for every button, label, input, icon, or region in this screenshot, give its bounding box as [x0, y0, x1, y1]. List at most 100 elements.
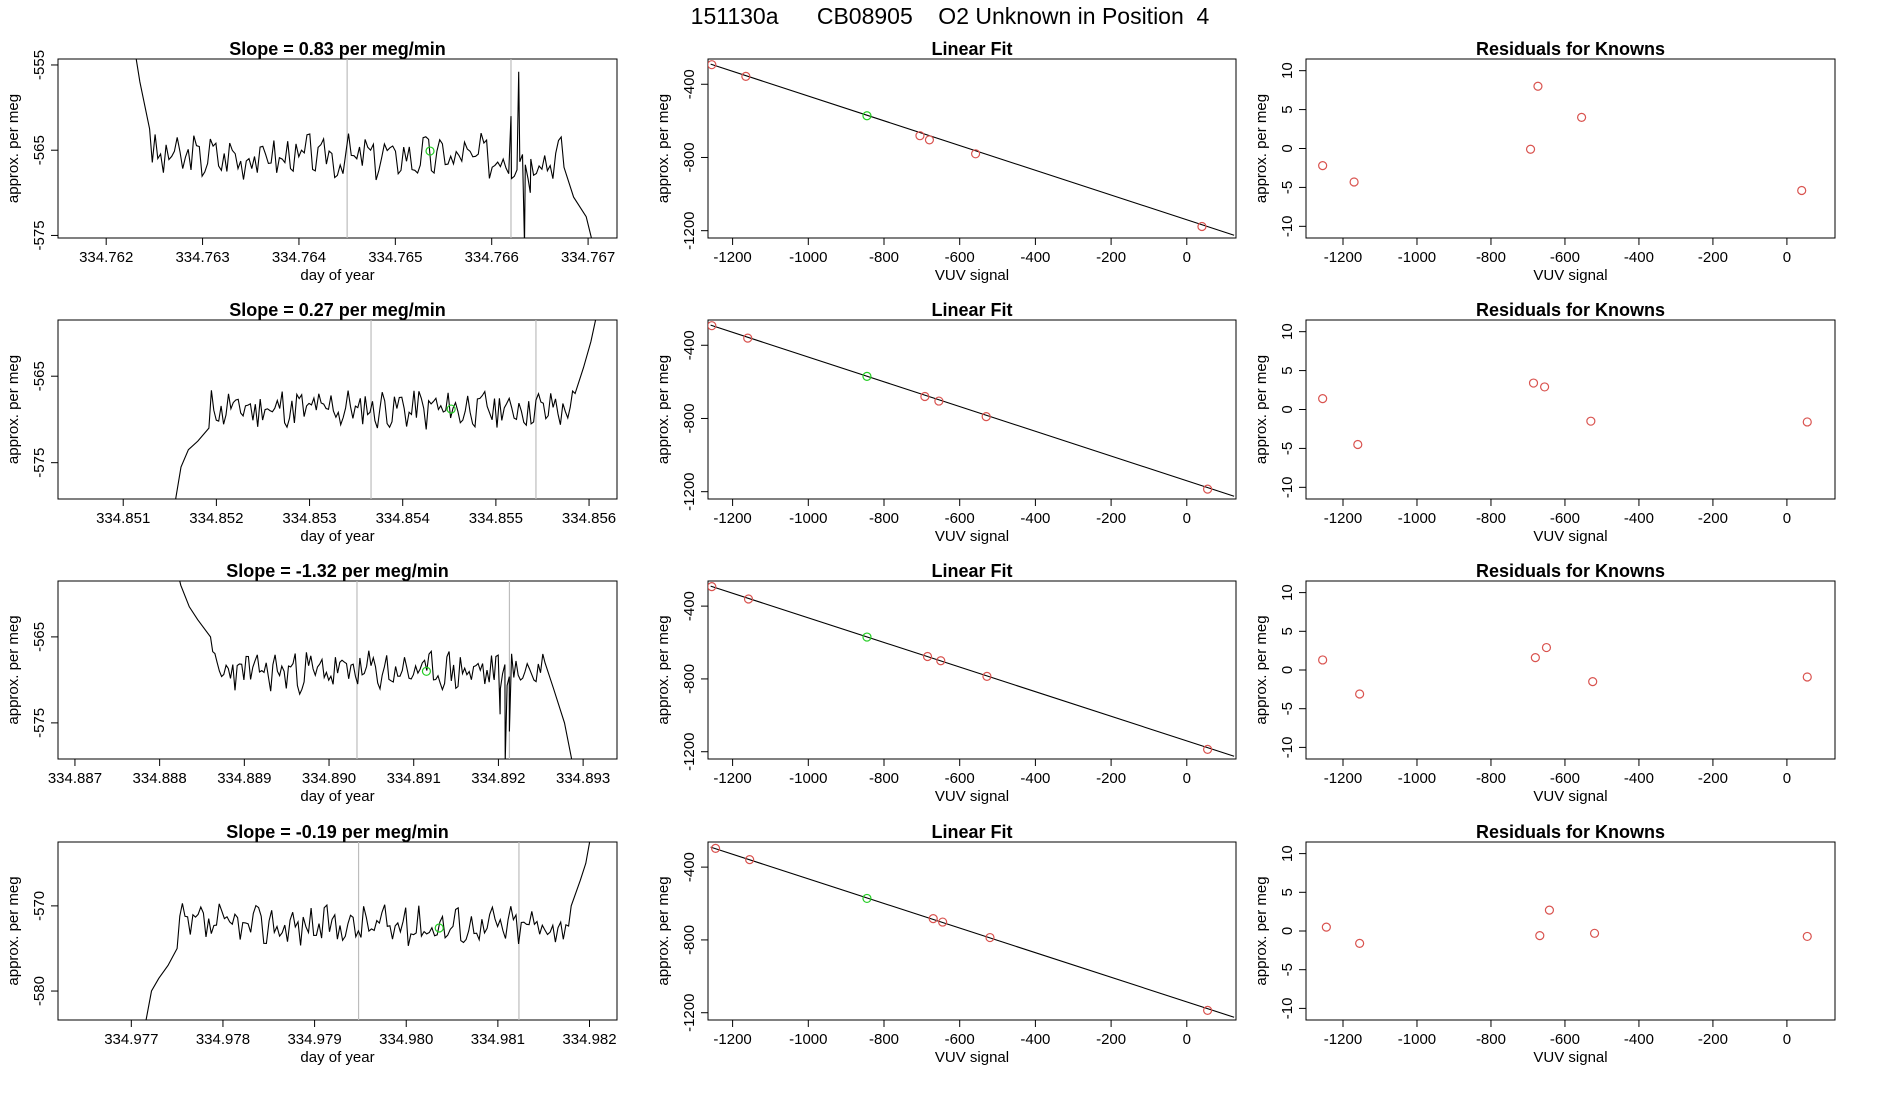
- panel-title: Linear Fit: [931, 39, 1012, 59]
- x-tick-label: 334.765: [368, 249, 422, 266]
- y-tick-label: 10: [1279, 323, 1296, 340]
- y-tick-label: -555: [31, 50, 48, 80]
- x-tick-label: 334.890: [302, 770, 356, 787]
- x-tick-label: -400: [1624, 770, 1654, 787]
- residual-point: [1588, 677, 1598, 687]
- y-tick-label: -10: [1279, 476, 1296, 498]
- x-tick-label: -800: [1476, 1031, 1506, 1048]
- panel-3-3: Residuals for Knowns-1200 -1000 -800 -600 -4…: [1253, 561, 1836, 805]
- x-tick-label: -1200: [713, 770, 751, 787]
- plot-data: [1318, 378, 1812, 450]
- panel-1-2: Linear Fit -1200 -1000 -800 -600 -400 -200 0 -40…: [655, 39, 1237, 284]
- plot-data: [1318, 81, 1807, 196]
- x-tick-label: 334.854: [376, 510, 430, 527]
- x-tick-label: 0: [1783, 249, 1791, 266]
- series-line: [145, 842, 591, 1020]
- residual-point: [1586, 416, 1596, 426]
- y-tick-label: -565: [31, 622, 48, 652]
- x-tick-label: 334.763: [175, 249, 229, 266]
- plot-frame: [1305, 58, 1836, 239]
- residual-point: [1540, 382, 1550, 392]
- x-tick-label: -1200: [1324, 249, 1362, 266]
- plot-frame: [707, 58, 1237, 239]
- y-tick-label: -10: [1279, 737, 1296, 759]
- y-tick-label: -575: [31, 220, 48, 250]
- x-axis-label: VUV signal: [1533, 788, 1607, 805]
- y-tick-label: -570: [31, 891, 48, 921]
- plot-data: [708, 321, 1235, 497]
- plot-data: [708, 60, 1235, 236]
- x-axis-label: VUV signal: [935, 788, 1009, 805]
- panel-title: Residuals for Knowns: [1476, 822, 1665, 842]
- known-point: [934, 396, 944, 406]
- x-tick-label: -1200: [713, 510, 751, 527]
- plot-frame: [1305, 319, 1836, 500]
- y-tick-label: -1200: [681, 211, 698, 249]
- y-tick-label: -5: [1279, 963, 1296, 976]
- x-tick-label: -1000: [1398, 770, 1436, 787]
- residual-point: [1541, 642, 1552, 653]
- x-axis-label: VUV signal: [1533, 1049, 1607, 1066]
- unknown-point: [434, 923, 444, 933]
- x-tick-label: 334.979: [287, 1031, 341, 1048]
- known-point: [743, 333, 753, 343]
- y-axis-label: approx. per meg: [1253, 876, 1270, 985]
- x-tick-label: -800: [869, 510, 899, 527]
- unknown-point: [425, 146, 435, 156]
- x-tick-label: -1000: [789, 249, 827, 266]
- y-tick-label: -10: [1279, 215, 1296, 237]
- residual-point: [1544, 905, 1555, 915]
- y-tick-label: 5: [1279, 627, 1296, 635]
- x-tick-label: -1000: [789, 1031, 827, 1048]
- x-tick-label: 0: [1183, 1031, 1191, 1048]
- panel-2-3: Residuals for Knowns-1200 -1000 -800 -600 -4…: [1253, 300, 1836, 545]
- panel-3-2: Linear Fit -1200 -1000 -800 -600 -400 -200 0 -40…: [655, 561, 1237, 805]
- known-point: [985, 932, 995, 943]
- residual-point: [1528, 378, 1539, 388]
- x-tick-label: -1200: [713, 249, 751, 266]
- residual-point: [1589, 928, 1600, 938]
- residual-point: [1321, 922, 1331, 932]
- x-tick-label: 0: [1783, 1031, 1791, 1048]
- residual-point: [1576, 112, 1587, 122]
- plot-data: [135, 59, 592, 238]
- x-tick-label: -400: [1020, 770, 1050, 787]
- panel-4-2: Linear Fit -1200 -1000 -800 -600 -400 -200 0 -40…: [655, 822, 1237, 1066]
- y-tick-label: -1200: [681, 994, 698, 1032]
- plot-data: [179, 581, 573, 759]
- panel-title: Slope = 0.27 per meg/min: [229, 300, 446, 320]
- x-tick-label: -400: [1020, 510, 1050, 527]
- y-axis-label: approx. per meg: [1253, 94, 1270, 203]
- x-tick-label: -1000: [789, 510, 827, 527]
- x-tick-label: -600: [1550, 510, 1580, 527]
- y-tick-label: -400: [681, 69, 698, 99]
- x-tick-label: -200: [1698, 249, 1728, 266]
- x-tick-label: -800: [869, 1031, 899, 1048]
- series-line: [179, 581, 573, 759]
- known-point: [1203, 484, 1213, 494]
- panel-title: Linear Fit: [931, 822, 1012, 842]
- y-tick-label: -800: [681, 403, 698, 433]
- plot-frame: [57, 58, 618, 239]
- plot-data: [175, 320, 597, 499]
- x-tick-label: 334.892: [471, 770, 525, 787]
- x-tick-label: -600: [1550, 1031, 1580, 1048]
- y-axis-label: approx. per meg: [655, 94, 672, 203]
- x-tick-label: -1000: [1398, 1031, 1436, 1048]
- fit-line: [710, 324, 1235, 497]
- residual-point: [1530, 653, 1540, 663]
- known-point: [970, 149, 981, 159]
- x-tick-label: 334.853: [282, 510, 336, 527]
- panel-3-1: Slope = -1.32 per meg/min 334.887 334.888 3…: [5, 561, 618, 805]
- y-tick-label: -5: [1279, 702, 1296, 715]
- known-point: [938, 917, 948, 927]
- x-tick-label: 334.855: [469, 510, 523, 527]
- residual-point: [1535, 931, 1545, 941]
- x-axis-label: VUV signal: [1533, 267, 1607, 284]
- series-line: [175, 320, 597, 499]
- y-tick-label: -575: [31, 708, 48, 738]
- x-tick-label: 334.981: [471, 1031, 525, 1048]
- x-tick-label: -400: [1020, 1031, 1050, 1048]
- plot-data: [145, 842, 591, 1020]
